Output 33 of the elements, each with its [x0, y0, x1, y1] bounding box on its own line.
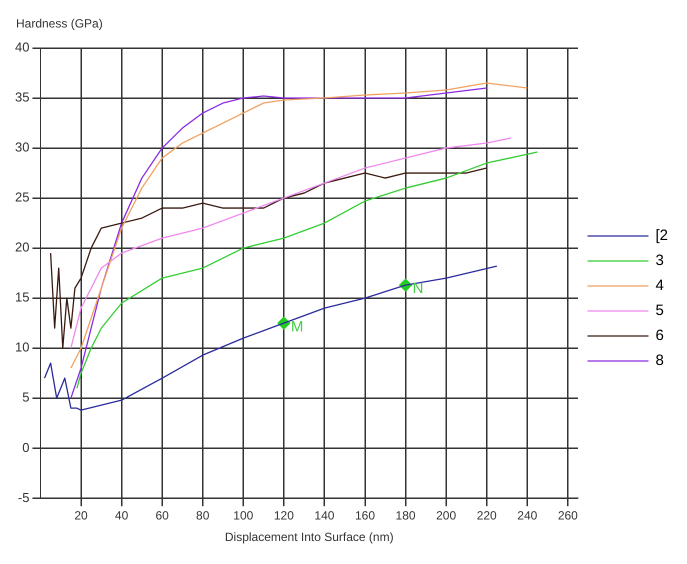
- y-tick-label: 20: [14, 240, 30, 255]
- legend-label: [2: [655, 227, 668, 244]
- legend-label: 3: [655, 252, 664, 270]
- x-tick-label: 260: [558, 508, 578, 523]
- y-axis-title: Hardness (GPa): [16, 16, 103, 30]
- x-axis-title: Displacement Into Surface (nm): [224, 530, 394, 544]
- x-tick-label: 200: [436, 508, 456, 523]
- y-tick-label: 0: [22, 440, 30, 455]
- x-tick-label: 240: [517, 508, 538, 523]
- y-tick-label: 25: [14, 190, 30, 205]
- annotation: N: [412, 280, 424, 298]
- legend-label: 4: [655, 277, 664, 294]
- legend-label: 6: [655, 327, 664, 344]
- annotation: M: [290, 318, 304, 336]
- x-tick-label: 220: [476, 508, 498, 523]
- y-tick-label: 10: [14, 340, 30, 355]
- y-tick-label: 15: [14, 290, 30, 305]
- legend-label: 8: [655, 352, 664, 370]
- y-tick-label: -5: [18, 490, 30, 505]
- x-tick-label: 100: [233, 508, 254, 523]
- x-tick-label: 80: [196, 508, 210, 523]
- legend-label: 5: [655, 302, 664, 320]
- x-tick-label: 40: [114, 508, 129, 523]
- y-tick-label: 5: [22, 390, 30, 405]
- x-tick-label: 20: [74, 508, 88, 523]
- x-tick-label: 60: [155, 508, 170, 523]
- x-tick-label: 160: [354, 508, 376, 523]
- y-tick-label: 35: [14, 90, 30, 105]
- x-tick-label: 120: [274, 508, 294, 523]
- x-tick-label: 140: [314, 508, 335, 523]
- x-tick-label: 180: [396, 508, 416, 523]
- y-tick-label: 30: [14, 140, 30, 155]
- y-tick-label: 40: [14, 40, 30, 55]
